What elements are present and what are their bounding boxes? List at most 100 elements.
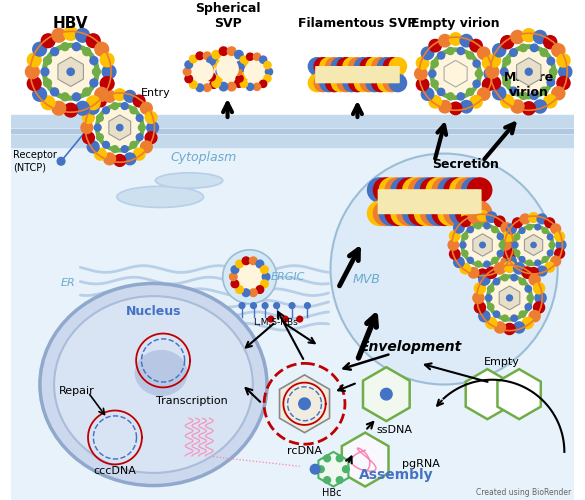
Circle shape bbox=[484, 261, 490, 267]
Circle shape bbox=[542, 256, 548, 262]
Circle shape bbox=[529, 268, 538, 278]
Circle shape bbox=[366, 58, 383, 75]
Circle shape bbox=[136, 134, 143, 140]
Circle shape bbox=[432, 178, 456, 202]
Circle shape bbox=[204, 84, 211, 92]
Circle shape bbox=[417, 57, 429, 69]
Circle shape bbox=[499, 242, 505, 248]
Circle shape bbox=[229, 273, 237, 280]
Circle shape bbox=[324, 476, 331, 484]
Circle shape bbox=[542, 228, 548, 234]
Circle shape bbox=[467, 88, 474, 96]
Circle shape bbox=[256, 286, 264, 294]
Circle shape bbox=[519, 228, 525, 234]
Circle shape bbox=[57, 158, 65, 165]
Circle shape bbox=[360, 58, 378, 75]
Circle shape bbox=[449, 230, 460, 241]
Circle shape bbox=[429, 70, 436, 78]
Circle shape bbox=[492, 258, 498, 264]
Circle shape bbox=[145, 112, 157, 124]
Circle shape bbox=[383, 58, 401, 75]
Circle shape bbox=[461, 224, 504, 266]
Text: Entry: Entry bbox=[141, 88, 171, 98]
Circle shape bbox=[240, 57, 248, 65]
Circle shape bbox=[147, 122, 159, 134]
Circle shape bbox=[431, 60, 438, 67]
Circle shape bbox=[289, 302, 295, 308]
Circle shape bbox=[529, 310, 540, 322]
Circle shape bbox=[519, 256, 525, 262]
Circle shape bbox=[228, 47, 236, 56]
Circle shape bbox=[262, 273, 270, 280]
Circle shape bbox=[378, 74, 395, 92]
Circle shape bbox=[522, 318, 534, 328]
Circle shape bbox=[452, 214, 514, 276]
Polygon shape bbox=[473, 234, 492, 256]
Circle shape bbox=[51, 88, 58, 96]
Circle shape bbox=[64, 104, 78, 117]
Circle shape bbox=[479, 310, 490, 322]
Text: Repair: Repair bbox=[59, 386, 95, 396]
Circle shape bbox=[448, 240, 459, 250]
Circle shape bbox=[473, 60, 480, 67]
Circle shape bbox=[525, 286, 532, 292]
Circle shape bbox=[235, 79, 243, 88]
Circle shape bbox=[253, 53, 260, 60]
Circle shape bbox=[102, 107, 109, 114]
Circle shape bbox=[228, 82, 236, 91]
Circle shape bbox=[52, 28, 66, 42]
Circle shape bbox=[314, 58, 332, 75]
Circle shape bbox=[73, 93, 80, 101]
Circle shape bbox=[82, 88, 91, 96]
Circle shape bbox=[426, 201, 450, 226]
Circle shape bbox=[264, 62, 271, 68]
Polygon shape bbox=[466, 369, 509, 419]
Circle shape bbox=[512, 262, 522, 272]
Circle shape bbox=[145, 132, 157, 143]
Circle shape bbox=[212, 79, 221, 88]
Circle shape bbox=[240, 56, 247, 64]
Text: ERGIC: ERGIC bbox=[271, 272, 305, 281]
Polygon shape bbox=[109, 115, 130, 140]
Circle shape bbox=[85, 93, 154, 162]
Circle shape bbox=[343, 466, 349, 472]
Circle shape bbox=[239, 302, 245, 308]
Circle shape bbox=[41, 68, 49, 76]
Ellipse shape bbox=[40, 284, 267, 486]
Circle shape bbox=[501, 240, 511, 250]
Text: Empty virion: Empty virion bbox=[411, 16, 500, 30]
Circle shape bbox=[503, 232, 512, 241]
Circle shape bbox=[349, 74, 366, 92]
Circle shape bbox=[527, 294, 534, 301]
Circle shape bbox=[534, 30, 546, 44]
Circle shape bbox=[240, 72, 248, 81]
Circle shape bbox=[61, 93, 69, 101]
Circle shape bbox=[522, 102, 535, 115]
Circle shape bbox=[432, 201, 456, 226]
Circle shape bbox=[373, 178, 398, 202]
Circle shape bbox=[503, 78, 511, 86]
Circle shape bbox=[438, 88, 445, 96]
Circle shape bbox=[449, 33, 462, 45]
Circle shape bbox=[87, 102, 99, 114]
Ellipse shape bbox=[135, 350, 188, 396]
Circle shape bbox=[505, 216, 562, 274]
Circle shape bbox=[112, 102, 118, 110]
Circle shape bbox=[102, 142, 109, 148]
Circle shape bbox=[367, 178, 392, 202]
Circle shape bbox=[27, 53, 41, 67]
Circle shape bbox=[27, 76, 41, 90]
Circle shape bbox=[47, 48, 94, 95]
Circle shape bbox=[421, 47, 433, 60]
Circle shape bbox=[477, 269, 488, 280]
Circle shape bbox=[73, 42, 80, 50]
Circle shape bbox=[421, 201, 445, 226]
Circle shape bbox=[308, 74, 326, 92]
Circle shape bbox=[250, 302, 256, 308]
Circle shape bbox=[537, 266, 547, 276]
Circle shape bbox=[100, 108, 140, 148]
Circle shape bbox=[486, 212, 497, 222]
Polygon shape bbox=[444, 60, 467, 87]
Circle shape bbox=[264, 75, 271, 82]
Circle shape bbox=[124, 90, 136, 102]
